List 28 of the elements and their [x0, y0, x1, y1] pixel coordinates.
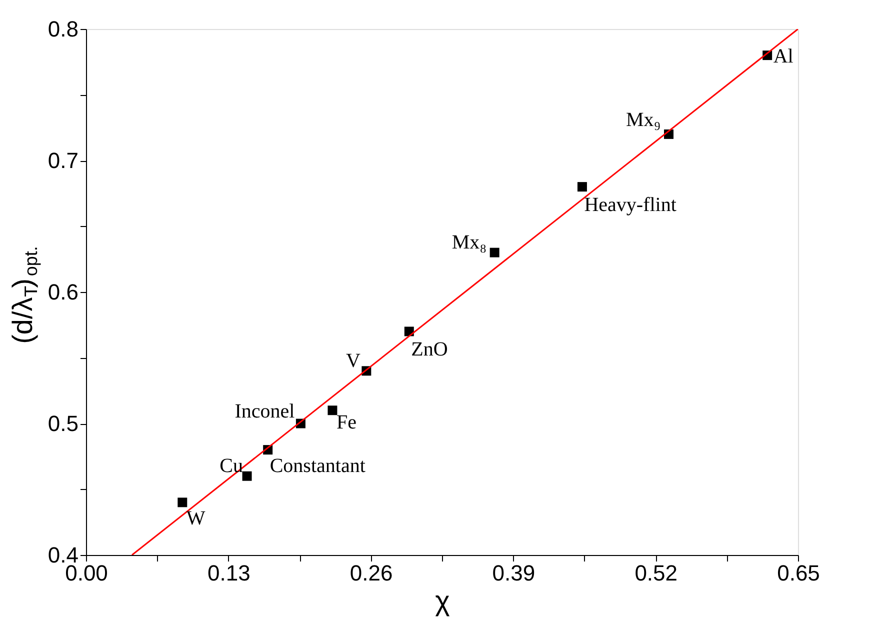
- x-tick-label: 0.65: [777, 560, 820, 586]
- annotation: Mx₉: [626, 109, 661, 132]
- annotation: Fe: [336, 411, 357, 434]
- annotation: W: [186, 507, 206, 530]
- y-tick-label: 0.7: [48, 148, 78, 173]
- y-tick-label: 0.6: [48, 280, 78, 304]
- point: [328, 406, 338, 416]
- x-axis-title: χ: [435, 586, 450, 616]
- annotation: Heavy-flint: [584, 194, 677, 216]
- point: [404, 326, 414, 336]
- y-axis-title: (d/λT)opt.: [7, 246, 41, 344]
- point: [178, 498, 188, 508]
- x-tick-label: 0.26: [350, 560, 393, 586]
- annotation: Mx₈: [452, 232, 487, 254]
- annotation: ZnO: [411, 338, 448, 360]
- y-tick-label: 0.5: [48, 411, 78, 436]
- annotation: Inconel: [234, 400, 296, 422]
- y-tick-label: 0.8: [48, 16, 78, 42]
- x-tick-label: 0.13: [207, 560, 250, 586]
- point: [490, 248, 500, 258]
- point: [242, 471, 252, 481]
- annotation: Al: [773, 45, 794, 68]
- annotation: V: [346, 350, 361, 372]
- annotation: Cu: [220, 455, 244, 478]
- x-tick-label: 0.52: [634, 560, 678, 586]
- annotation: Constantant: [270, 454, 366, 477]
- x-tick-label: 0.39: [492, 560, 536, 586]
- point: [577, 182, 587, 192]
